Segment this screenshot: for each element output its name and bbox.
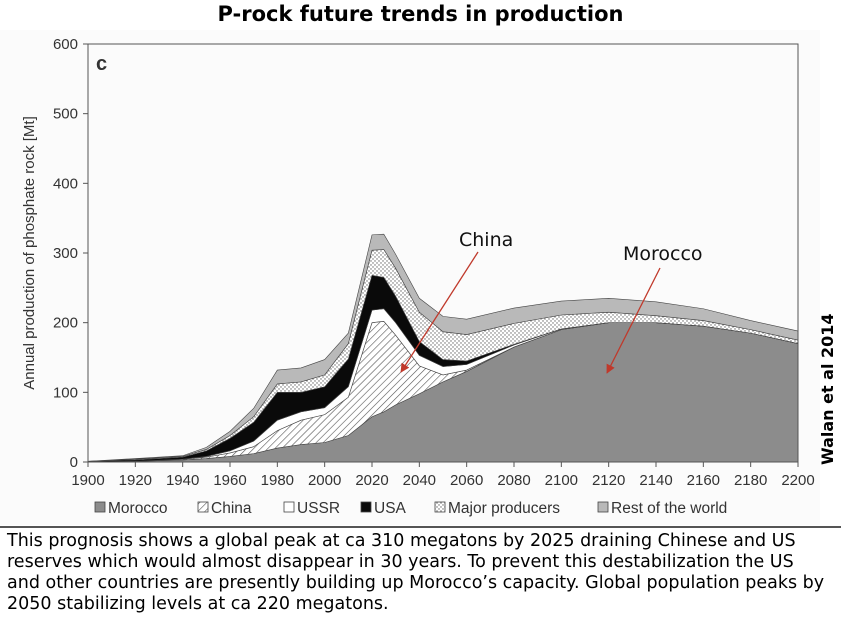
x-tick-label: 1900 xyxy=(71,472,104,489)
phosphate-production-chart: c 0 100 200 300 400 500 600 1900 1920 1940 1960 1980… xyxy=(21,36,815,517)
x-tick-label: 2000 xyxy=(308,472,341,489)
legend-label-major-producers: Major producers xyxy=(448,500,560,517)
legend-swatch-rest-of-the-world xyxy=(597,501,609,513)
x-tick-label: 2140 xyxy=(639,472,672,489)
caption-divider xyxy=(0,526,841,528)
x-tick-label: 2180 xyxy=(734,472,767,489)
x-tick-label: 2040 xyxy=(403,472,436,489)
legend-swatch-usa xyxy=(360,501,372,513)
x-tick-label: 2100 xyxy=(545,472,578,489)
y-tick-label: 400 xyxy=(53,175,78,192)
x-tick-label: 1960 xyxy=(213,472,246,489)
legend-label-rest-of-the-world: Rest of the world xyxy=(611,500,727,517)
legend-label-morocco: Morocco xyxy=(108,500,167,517)
legend-swatch-ussr xyxy=(283,501,295,513)
legend-label-usa: USA xyxy=(374,500,407,517)
x-tick-label: 2120 xyxy=(592,472,625,489)
chart-area: c 0 100 200 300 400 500 600 1900 1920 1940 1960 1980… xyxy=(0,30,820,525)
slide-title: P-rock future trends in production xyxy=(217,2,624,26)
x-tick-label: 2160 xyxy=(687,472,720,489)
x-tick-label: 1920 xyxy=(119,472,152,489)
x-tick-label: 2060 xyxy=(450,472,483,489)
annotation-arrow-morocco xyxy=(606,267,661,374)
legend-label-china: China xyxy=(211,500,252,517)
annotation-arrow-china xyxy=(400,251,479,373)
y-axis-label: Annual production of phosphate rock [Mt] xyxy=(21,116,38,390)
annotation-china: China xyxy=(459,229,513,251)
x-tick-label: 1940 xyxy=(166,472,199,489)
x-tick-label: 1980 xyxy=(261,472,294,489)
y-tick-label: 200 xyxy=(53,315,78,332)
panel-label: c xyxy=(96,53,107,75)
y-tick-label: 600 xyxy=(53,36,78,53)
y-tick-label: 0 xyxy=(70,454,78,471)
legend-swatch-china xyxy=(197,501,209,513)
y-tick-label: 100 xyxy=(53,384,78,401)
x-tick-label: 2080 xyxy=(497,472,530,489)
legend-swatch-morocco xyxy=(94,501,106,513)
legend-swatch-major-producers xyxy=(434,501,446,513)
x-tick-label: 2020 xyxy=(355,472,388,489)
caption-text: This prognosis shows a global peak at ca… xyxy=(7,531,825,614)
y-tick-label: 300 xyxy=(53,245,78,262)
annotation-morocco: Morocco xyxy=(623,243,703,265)
credit-label: Walan et al 2014 xyxy=(818,313,837,465)
legend-label-ussr: USSR xyxy=(297,500,340,517)
y-tick-label: 500 xyxy=(53,106,78,123)
x-tick-label: 2200 xyxy=(781,472,814,489)
